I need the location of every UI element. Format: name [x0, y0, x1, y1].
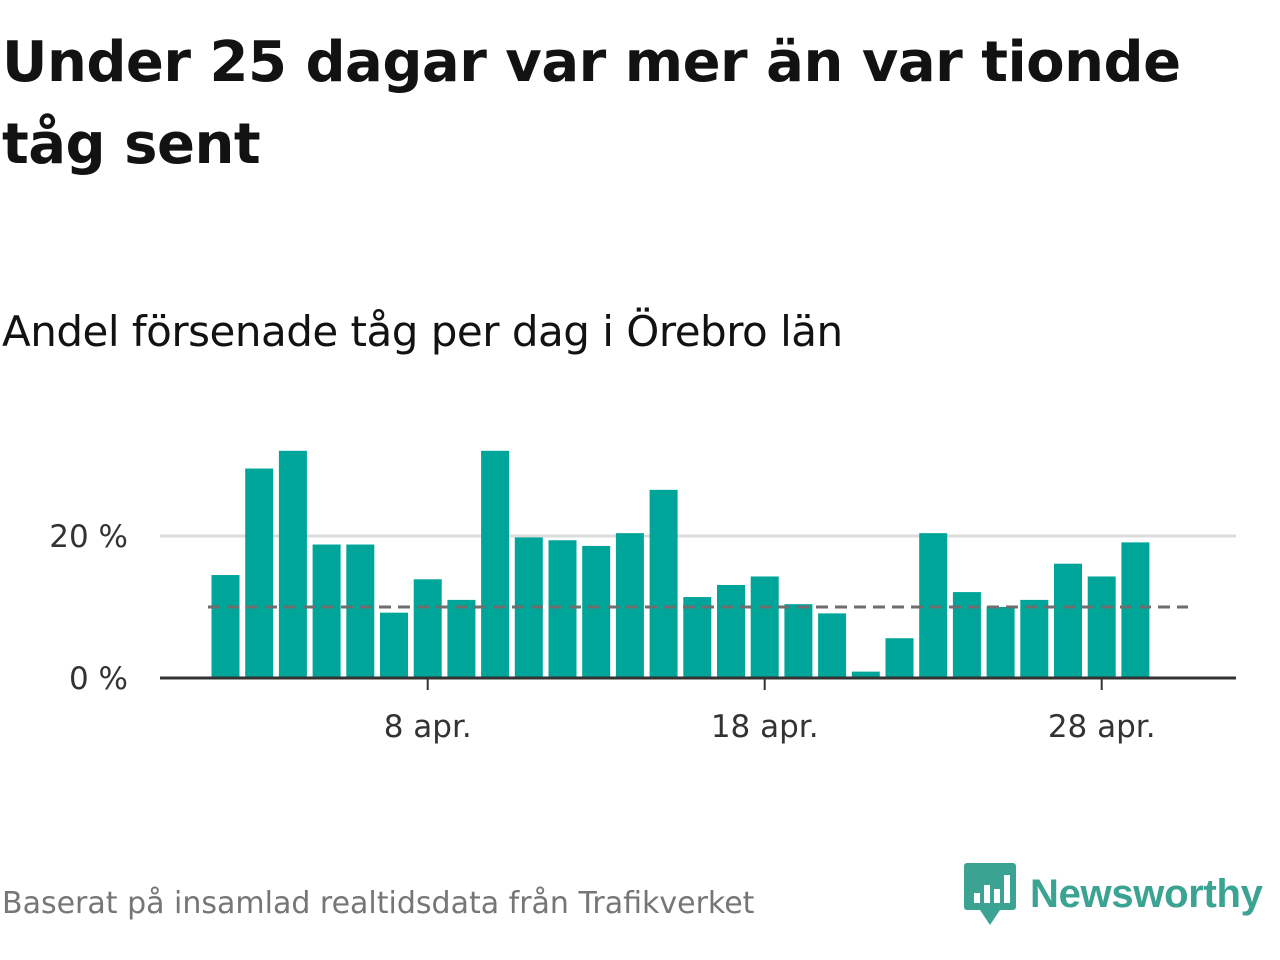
bar — [885, 638, 914, 678]
y-tick-label: 0 % — [69, 661, 128, 697]
bar — [380, 612, 408, 678]
chart-title: Under 25 dagar var mer än var tionde tåg… — [2, 30, 1181, 177]
bar — [346, 544, 375, 678]
source-note: Baserat på insamlad realtidsdata från Tr… — [2, 886, 755, 921]
bars — [211, 450, 1150, 678]
bar — [851, 671, 880, 678]
x-tick-label: 8 apr. — [384, 709, 472, 745]
brand-logo: Newsworthy — [964, 862, 1263, 926]
bar — [683, 597, 712, 678]
bar — [649, 489, 678, 678]
chart-subtitle: Andel försenade tåg per dag i Örebro län — [2, 307, 843, 356]
y-tick-label: 20 % — [49, 519, 128, 555]
bar — [1020, 599, 1049, 678]
bar — [784, 604, 813, 678]
bar — [1087, 576, 1116, 678]
bar — [312, 544, 341, 678]
bar — [952, 592, 981, 678]
bar-chart: 0 % 20 % 8 apr. 18 apr. 28 apr. — [49, 450, 1236, 745]
axes: 0 % 20 % 8 apr. 18 apr. 28 apr. — [49, 519, 1236, 745]
bar — [1054, 563, 1082, 678]
bar — [413, 579, 442, 678]
bar — [548, 540, 577, 678]
bar — [481, 450, 510, 678]
x-tick-label: 28 apr. — [1048, 709, 1156, 745]
bar — [717, 584, 745, 678]
bar — [1121, 542, 1150, 678]
bar — [245, 468, 274, 678]
bar — [278, 450, 307, 678]
x-tick-label: 18 apr. — [711, 709, 819, 745]
bar-chart-speech-bubble-icon — [964, 863, 1016, 925]
bar — [447, 599, 476, 678]
bar — [818, 613, 847, 678]
bar — [986, 607, 1015, 678]
bar — [211, 575, 240, 678]
brand-name: Newsworthy — [1030, 871, 1263, 916]
bar — [582, 545, 611, 678]
bar — [750, 576, 779, 678]
